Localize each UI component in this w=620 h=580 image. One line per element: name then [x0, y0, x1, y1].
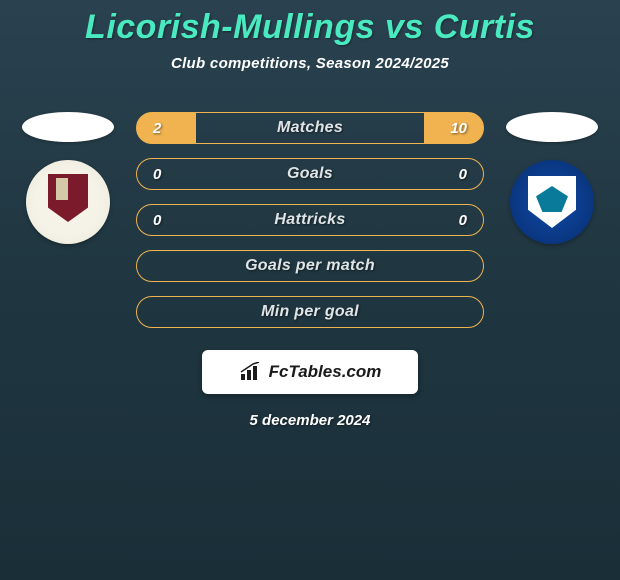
stats-column: 2 Matches 10 0 Goals 0 0 Hattricks 0 Goa… [136, 112, 484, 328]
stat-label: Goals [137, 165, 483, 183]
stat-right-value: 0 [447, 166, 467, 183]
stat-right-value: 0 [447, 212, 467, 229]
page-subtitle: Club competitions, Season 2024/2025 [171, 55, 449, 72]
stat-label: Matches [137, 119, 483, 137]
stat-left-value: 2 [153, 120, 173, 137]
attribution-box[interactable]: FcTables.com [202, 350, 418, 394]
comparison-widget: Licorish-Mullings vs Curtis Club competi… [0, 0, 620, 429]
content-row: 2 Matches 10 0 Goals 0 0 Hattricks 0 Goa… [0, 112, 620, 328]
stat-row-goals: 0 Goals 0 [136, 158, 484, 190]
stat-left-value: 0 [153, 166, 173, 183]
footer-date: 5 december 2024 [250, 412, 371, 429]
player-right-crest [510, 160, 594, 244]
player-right-column [502, 112, 602, 244]
stat-label: Min per goal [137, 303, 483, 321]
stat-row-goals-per-match: Goals per match [136, 250, 484, 282]
stat-row-matches: 2 Matches 10 [136, 112, 484, 144]
bar-chart-icon [239, 362, 263, 382]
stat-row-min-per-goal: Min per goal [136, 296, 484, 328]
player-left-name-oval [22, 112, 114, 142]
player-left-crest [26, 160, 110, 244]
stat-left-value: 0 [153, 212, 173, 229]
stat-label: Hattricks [137, 211, 483, 229]
player-left-column [18, 112, 118, 244]
stat-row-hattricks: 0 Hattricks 0 [136, 204, 484, 236]
player-right-name-oval [506, 112, 598, 142]
player-right-crest-shield [528, 176, 576, 228]
stat-label: Goals per match [137, 257, 483, 275]
page-title: Licorish-Mullings vs Curtis [85, 8, 535, 47]
stat-right-value: 10 [447, 120, 467, 137]
attribution-text: FcTables.com [269, 362, 382, 382]
